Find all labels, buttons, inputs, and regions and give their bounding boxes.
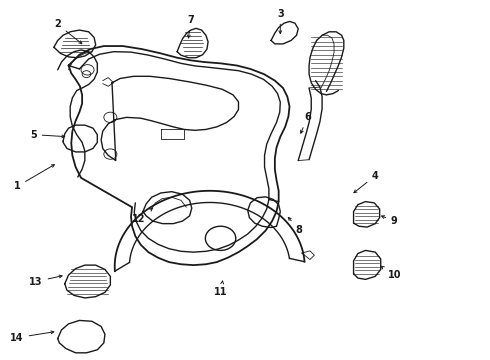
Text: 9: 9 — [382, 216, 398, 226]
Text: 10: 10 — [381, 266, 401, 280]
Text: 3: 3 — [277, 9, 284, 33]
Text: 14: 14 — [10, 331, 54, 343]
Text: 4: 4 — [354, 171, 379, 193]
Text: 13: 13 — [29, 275, 62, 287]
Text: 11: 11 — [214, 281, 227, 297]
Text: 5: 5 — [30, 130, 65, 140]
Text: 1: 1 — [14, 165, 54, 192]
Text: 7: 7 — [187, 15, 194, 38]
Text: 8: 8 — [288, 217, 303, 235]
Text: 6: 6 — [300, 112, 311, 133]
Text: 12: 12 — [132, 208, 152, 224]
Text: 2: 2 — [54, 19, 82, 44]
